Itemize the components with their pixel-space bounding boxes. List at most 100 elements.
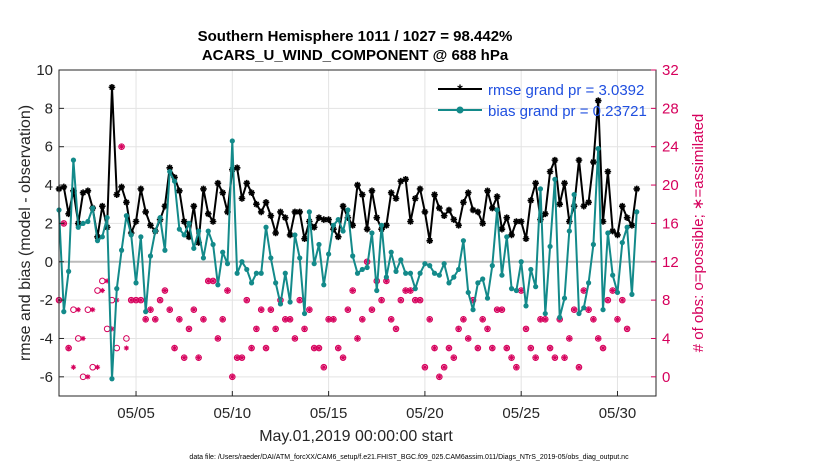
- obs-possible-marker: [618, 296, 626, 304]
- obs-assimilated-marker: [128, 297, 134, 303]
- bias-point: [186, 220, 192, 227]
- rmse-point: [537, 216, 544, 223]
- obs-possible-marker: [585, 306, 592, 314]
- rmse-point: [392, 195, 400, 202]
- bias-point: [181, 232, 187, 238]
- obs-possible-marker: [349, 287, 356, 294]
- obs-possible-marker: [561, 354, 568, 361]
- x-tick-label: 05/20: [406, 405, 444, 422]
- bias-point: [138, 234, 144, 240]
- rmse-point: [585, 199, 592, 206]
- obs-assimilated-marker: [398, 297, 404, 303]
- rmse-point: [171, 174, 178, 181]
- rmse-point: [204, 210, 212, 218]
- obs-possible-marker: [484, 325, 491, 333]
- obs-assimilated-marker: [407, 287, 414, 294]
- bias-point: [499, 272, 505, 278]
- bias-point: [571, 192, 577, 198]
- obs-possible-marker: [440, 363, 448, 371]
- bias-point: [133, 280, 139, 286]
- rmse-point: [123, 199, 130, 206]
- rmse-point: [556, 200, 564, 208]
- obs-assimilated-marker: [542, 316, 548, 322]
- obs-possible-marker: [436, 373, 443, 381]
- legend-label-rmse: rmse grand pr = 3.0392: [488, 82, 644, 99]
- obs-possible-marker: [378, 296, 385, 304]
- obs-possible-marker: [609, 287, 616, 294]
- bias-point: [451, 274, 457, 280]
- bias-point: [470, 307, 476, 313]
- y-axis-label: rmse and bias (model - observation): [17, 105, 34, 361]
- obs-assimilated-marker: [624, 326, 630, 332]
- bias-point: [489, 263, 495, 269]
- rmse-point: [195, 239, 202, 246]
- obs-assimilated-marker: [171, 345, 178, 351]
- obs-assimilated-marker: [571, 307, 577, 313]
- bias-point: [311, 261, 317, 267]
- bias-point: [528, 266, 534, 273]
- legend-marker-bias: [456, 106, 464, 114]
- rmse-point: [180, 218, 188, 225]
- rmse-point: [513, 218, 520, 225]
- rmse-point: [349, 222, 356, 229]
- obs-assimilated-marker: [200, 316, 207, 322]
- rmse-point: [320, 216, 328, 223]
- bias-point: [109, 376, 115, 382]
- bias-point: [456, 266, 462, 273]
- obs-assimilated-marker: [292, 335, 298, 342]
- rmse-point: [147, 222, 154, 229]
- bias-point: [171, 178, 178, 184]
- obs-assimilated-marker: [109, 326, 115, 332]
- obs-possible-marker: [151, 315, 159, 323]
- bias-point: [104, 215, 110, 221]
- obs-possible-marker: [426, 315, 434, 323]
- obs-possible-marker: [527, 344, 535, 352]
- obs-assimilated-marker: [263, 345, 269, 351]
- obs-possible-marker: [551, 354, 559, 361]
- bias-point: [446, 280, 452, 286]
- rmse-point: [397, 177, 405, 185]
- bias-point: [224, 261, 231, 267]
- rmse-point: [426, 237, 434, 244]
- obs-assimilated-marker: [167, 307, 173, 313]
- rmse-point: [84, 187, 92, 195]
- y-tick-label: -2: [40, 292, 53, 309]
- bias-point: [268, 255, 274, 261]
- rmse-point: [108, 83, 116, 91]
- bias-point: [85, 218, 91, 225]
- bias-point: [619, 239, 625, 246]
- obs-assimilated-marker: [340, 355, 346, 361]
- obs-assimilated-marker: [412, 297, 418, 303]
- rmse-point: [633, 185, 641, 193]
- rmse-point: [431, 191, 438, 198]
- bias-point: [157, 215, 163, 221]
- rmse-point: [498, 225, 506, 233]
- bias-point: [590, 241, 597, 248]
- bias-point: [99, 234, 105, 240]
- obs-assimilated-marker: [152, 316, 158, 322]
- obs-possible-marker: [445, 344, 453, 352]
- obs-possible-marker: [306, 306, 313, 314]
- obs-assimilated-marker: [566, 335, 572, 342]
- obs-possible-marker: [171, 344, 178, 352]
- obs-assimilated-marker: [388, 316, 394, 322]
- rmse-point: [219, 189, 226, 197]
- bias-point: [403, 270, 409, 276]
- obs-assimilated-marker: [90, 307, 96, 313]
- obs-assimilated-marker: [335, 345, 341, 351]
- rmse-point: [580, 202, 588, 210]
- rmse-point: [522, 235, 530, 243]
- bias-point: [80, 220, 86, 227]
- bias-point: [547, 243, 553, 250]
- obs-assimilated-marker: [330, 316, 337, 322]
- obs-possible-marker: [65, 344, 72, 352]
- rmse-point: [566, 218, 573, 225]
- rmse-point: [277, 208, 284, 216]
- x-tick-label: 05/10: [214, 405, 252, 422]
- obs-possible-marker: [546, 344, 554, 352]
- rmse-point: [272, 229, 279, 237]
- bias-point: [306, 209, 312, 215]
- obs-possible-marker: [397, 296, 405, 304]
- bias-point: [634, 209, 640, 215]
